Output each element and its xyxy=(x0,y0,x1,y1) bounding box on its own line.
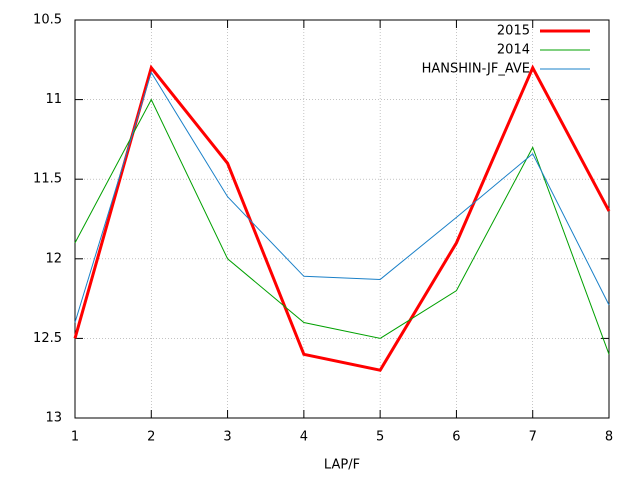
x-axis-label: LAP/F xyxy=(324,458,360,473)
y-tick-label: 12.5 xyxy=(33,331,62,346)
x-tick-label: 6 xyxy=(452,430,460,445)
y-tick-label: 10.5 xyxy=(33,13,62,28)
y-tick-label: 12 xyxy=(45,251,62,266)
legend-label: HANSHIN-JF_AVE xyxy=(422,62,530,77)
plot-frame xyxy=(74,19,610,419)
series-line xyxy=(74,98,610,355)
y-tick-label: 11 xyxy=(45,92,62,107)
legend-label: 2014 xyxy=(497,43,530,58)
series-line xyxy=(74,71,610,323)
x-tick-label: 3 xyxy=(223,430,231,445)
x-tick-label: 5 xyxy=(376,430,384,445)
x-tick-label: 8 xyxy=(605,430,613,445)
y-tick-label: 13 xyxy=(45,411,62,426)
y-tick-label: 11.5 xyxy=(33,172,62,187)
x-tick-label: 1 xyxy=(71,430,79,445)
x-tick-label: 4 xyxy=(300,430,308,445)
x-tick-label: 7 xyxy=(529,430,537,445)
series-line xyxy=(73,64,611,372)
x-tick-label: 2 xyxy=(147,430,155,445)
legend-label: 2015 xyxy=(497,24,530,39)
